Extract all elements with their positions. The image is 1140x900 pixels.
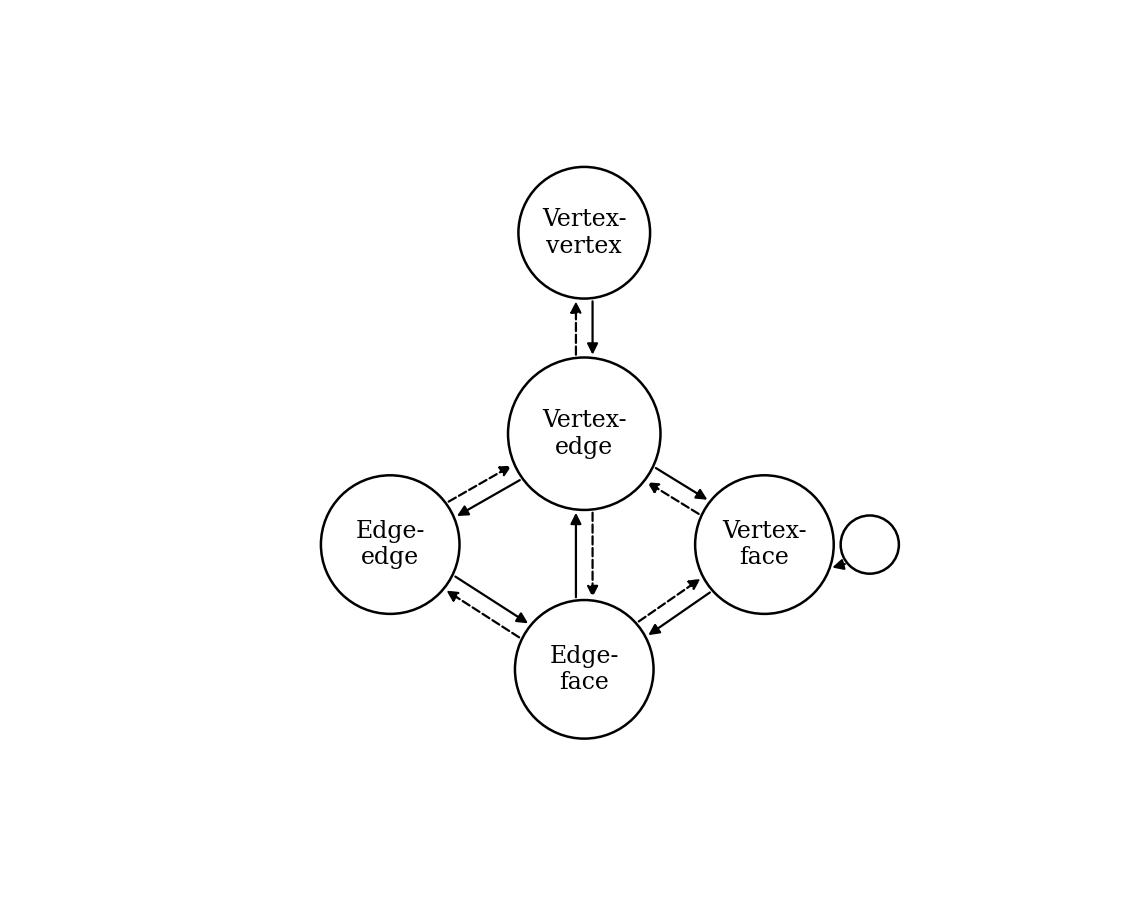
FancyArrowPatch shape: [588, 302, 597, 352]
Text: Edge-
edge: Edge- edge: [356, 520, 425, 570]
Circle shape: [695, 475, 833, 614]
Circle shape: [321, 475, 459, 614]
FancyArrowPatch shape: [650, 592, 710, 634]
Text: Vertex-
face: Vertex- face: [722, 520, 807, 570]
Text: Vertex-
edge: Vertex- edge: [542, 409, 627, 458]
Circle shape: [519, 166, 650, 299]
FancyArrowPatch shape: [571, 304, 580, 355]
FancyArrowPatch shape: [588, 513, 597, 595]
FancyArrowPatch shape: [455, 577, 526, 622]
Text: Vertex-
vertex: Vertex- vertex: [542, 208, 627, 257]
FancyArrowPatch shape: [459, 480, 520, 515]
Circle shape: [515, 600, 653, 739]
FancyArrowPatch shape: [656, 468, 706, 499]
Text: Edge-
face: Edge- face: [549, 644, 619, 694]
FancyArrowPatch shape: [448, 592, 519, 637]
FancyArrowPatch shape: [638, 580, 699, 622]
FancyArrowPatch shape: [650, 483, 699, 514]
FancyArrowPatch shape: [571, 515, 580, 598]
FancyArrowPatch shape: [834, 560, 845, 569]
Circle shape: [508, 357, 660, 510]
FancyArrowPatch shape: [449, 467, 510, 501]
